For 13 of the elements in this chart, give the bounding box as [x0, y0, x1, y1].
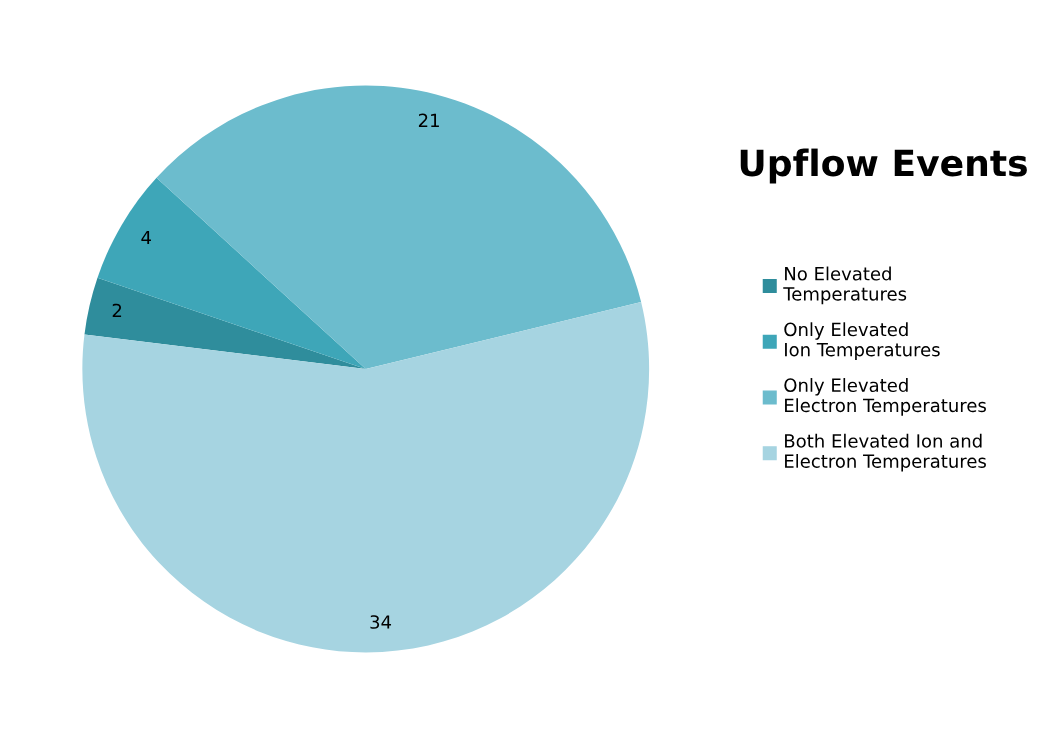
- data-label: 21: [418, 113, 439, 127]
- legend-label: Both Elevated Ion and Electron Temperatures: [785, 433, 986, 472]
- pie-slice: [156, 85, 642, 369]
- legend-label: Only Elevated Ion Temperatures: [784, 322, 940, 360]
- data-label: 2: [112, 303, 122, 318]
- pie-slice: [84, 277, 366, 369]
- data-label: 4: [141, 230, 151, 245]
- data-label: 34: [370, 615, 392, 629]
- legend-label: No Elevated Temperatures: [783, 266, 907, 305]
- pie-slice: [97, 177, 366, 369]
- text: Upflow Events: [740, 148, 1027, 184]
- legend-label: Only Elevated Electron Temperatures: [784, 378, 986, 416]
- pie-slice: [82, 302, 650, 653]
